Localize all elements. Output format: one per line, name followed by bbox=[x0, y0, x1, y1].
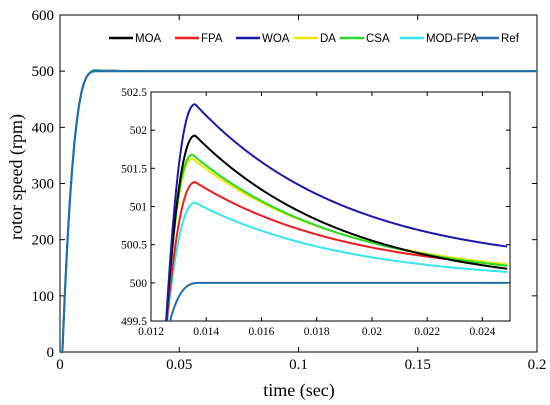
x-tick-label: 0.15 bbox=[405, 357, 431, 373]
inset-x-tick-label: 0.012 bbox=[138, 326, 164, 338]
x-tick-label: 0 bbox=[56, 357, 64, 373]
x-axis-title: time (sec) bbox=[263, 380, 334, 401]
legend-label-csa: CSA bbox=[366, 33, 390, 45]
inset-series-line-ref bbox=[168, 281, 508, 321]
inset-x-tick-label: 0.014 bbox=[193, 326, 219, 338]
legend-label-woa: WOA bbox=[262, 33, 290, 45]
legend: MOA FPA WOA DA CSA MOD-FPA Ref bbox=[109, 33, 520, 45]
inset-series-line-csa bbox=[165, 153, 508, 321]
series-line-ref bbox=[60, 70, 537, 354]
x-tick-label: 0.05 bbox=[166, 357, 192, 373]
inset-series-line-woa bbox=[165, 103, 508, 321]
inset-x-tick-label: 0.018 bbox=[304, 326, 330, 338]
inset-y-tick-label: 502 bbox=[130, 125, 148, 137]
y-axis-title: rotor speed (rpm) bbox=[6, 114, 27, 240]
legend-label-fpa: FPA bbox=[201, 33, 223, 45]
y-tick-label: 300 bbox=[32, 177, 55, 193]
y-tick-label: 200 bbox=[32, 233, 55, 249]
inset-y-tick-label: 500.5 bbox=[121, 240, 147, 252]
y-tick-label: 400 bbox=[32, 120, 55, 136]
inset-x-tick-label: 0.024 bbox=[469, 326, 495, 338]
inset-series-group bbox=[165, 103, 508, 321]
legend-label-da: DA bbox=[320, 33, 336, 45]
inset-y-tick-label: 499.5 bbox=[121, 316, 147, 328]
y-tick-label: 100 bbox=[32, 289, 55, 305]
inset-y-tick-label: 501.5 bbox=[121, 163, 147, 175]
legend-label-mod-fpa: MOD-FPA bbox=[426, 33, 479, 45]
y-tick-label: 0 bbox=[47, 345, 55, 361]
inset-y-tick-label: 500 bbox=[130, 278, 148, 290]
legend-label-moa: MOA bbox=[135, 33, 162, 45]
inset-x-tick-label: 0.022 bbox=[414, 326, 440, 338]
inset-series-line-moa bbox=[165, 134, 508, 321]
legend-label-ref: Ref bbox=[501, 33, 520, 45]
y-tick-label: 500 bbox=[32, 64, 55, 80]
x-tick-label: 0.2 bbox=[528, 357, 547, 373]
inset-y-tick-label: 501 bbox=[130, 202, 148, 214]
inset-x-tick-label: 0.016 bbox=[249, 326, 275, 338]
inset-plot-area: 0.012 0.014 0.016 0.018 0.02 0.022 0.024 499.5 5… bbox=[121, 87, 511, 338]
x-tick-label: 0.1 bbox=[289, 357, 308, 373]
y-tick-label: 600 bbox=[32, 8, 55, 24]
inset-y-tick-label: 502.5 bbox=[121, 87, 147, 99]
inset-series-line-mod-fpa bbox=[166, 201, 508, 321]
inset-x-tick-label: 0.02 bbox=[362, 326, 382, 338]
